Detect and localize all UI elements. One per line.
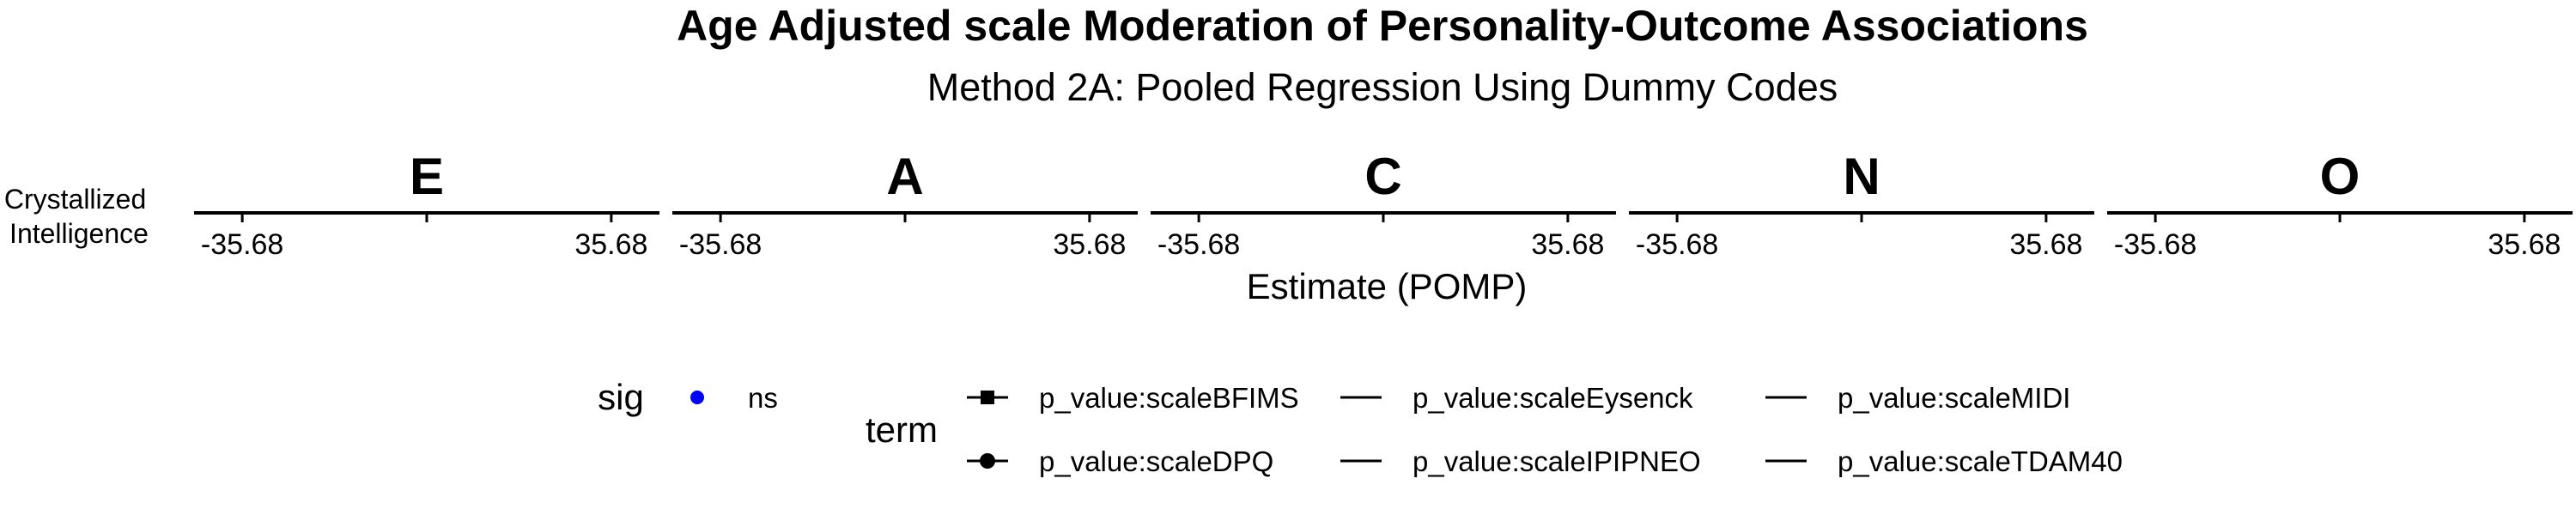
chart-title: Age Adjusted scale Moderation of Persona…: [677, 2, 2088, 50]
panel-strip-n: N: [1843, 148, 1880, 205]
legend-sig-title: sig: [598, 377, 644, 417]
panel-e: E -35.68 35.68: [194, 148, 659, 261]
x-tick-label-c-2: 35.68: [1531, 228, 1604, 261]
legend-term-label-3: p_value:scaleDPQ: [1039, 445, 1273, 477]
x-tick-label-o-0: -35.68: [2114, 228, 2196, 261]
legend-term-label-1: p_value:scaleEysenck: [1413, 382, 1693, 414]
panel-strip-c: C: [1364, 148, 1401, 205]
row-label-line-1: Crystallized: [4, 184, 146, 215]
x-axis-label: Estimate (POMP): [1247, 266, 1528, 306]
panel-strip-e: E: [410, 148, 444, 205]
legend-term: term p_value:scaleBFIMS p_value:scaleEysen…: [866, 382, 2123, 477]
panel-strip-a: A: [886, 148, 923, 205]
panels: E -35.68 35.68 A -35.68 35.68 C -35.68 35.68 N -35…: [194, 148, 2573, 261]
legend-term-label-4: p_value:scaleIPIPNEO: [1413, 445, 1701, 477]
panel-c: C -35.68 35.68: [1151, 148, 1616, 261]
row-label-line-2: Intelligence: [9, 218, 149, 249]
legend-term-key-marker-3: [980, 453, 995, 469]
x-tick-label-a-0: -35.68: [679, 228, 762, 261]
panel-n: N -35.68 35.68: [1629, 148, 2094, 261]
x-tick-label-o-2: 35.68: [2488, 228, 2561, 261]
legend-term-key-marker-0: [981, 391, 994, 404]
legend-term-label-5: p_value:scaleTDAM40: [1838, 445, 2123, 477]
legend-sig: sig ns: [598, 377, 778, 417]
panel-strip-o: O: [2320, 148, 2360, 205]
x-tick-label-e-2: 35.68: [574, 228, 647, 261]
x-tick-label-c-0: -35.68: [1157, 228, 1240, 261]
legend-term-label-0: p_value:scaleBFIMS: [1039, 382, 1299, 414]
legend-sig-key-0: [690, 391, 704, 404]
x-tick-label-n-2: 35.68: [2009, 228, 2082, 261]
legend-term-title: term: [866, 409, 938, 450]
x-tick-label-n-0: -35.68: [1636, 228, 1718, 261]
panel-o: O -35.68 35.68: [2107, 148, 2573, 261]
panel-a: A -35.68 35.68: [672, 148, 1138, 261]
x-tick-label-a-2: 35.68: [1053, 228, 1126, 261]
chart-subtitle: Method 2A: Pooled Regression Using Dummy…: [927, 65, 1838, 109]
legend-term-label-2: p_value:scaleMIDI: [1838, 382, 2070, 414]
legend-sig-label-0: ns: [748, 382, 778, 414]
x-tick-label-e-0: -35.68: [201, 228, 283, 261]
row-label: Crystallized Intelligence: [4, 184, 154, 249]
